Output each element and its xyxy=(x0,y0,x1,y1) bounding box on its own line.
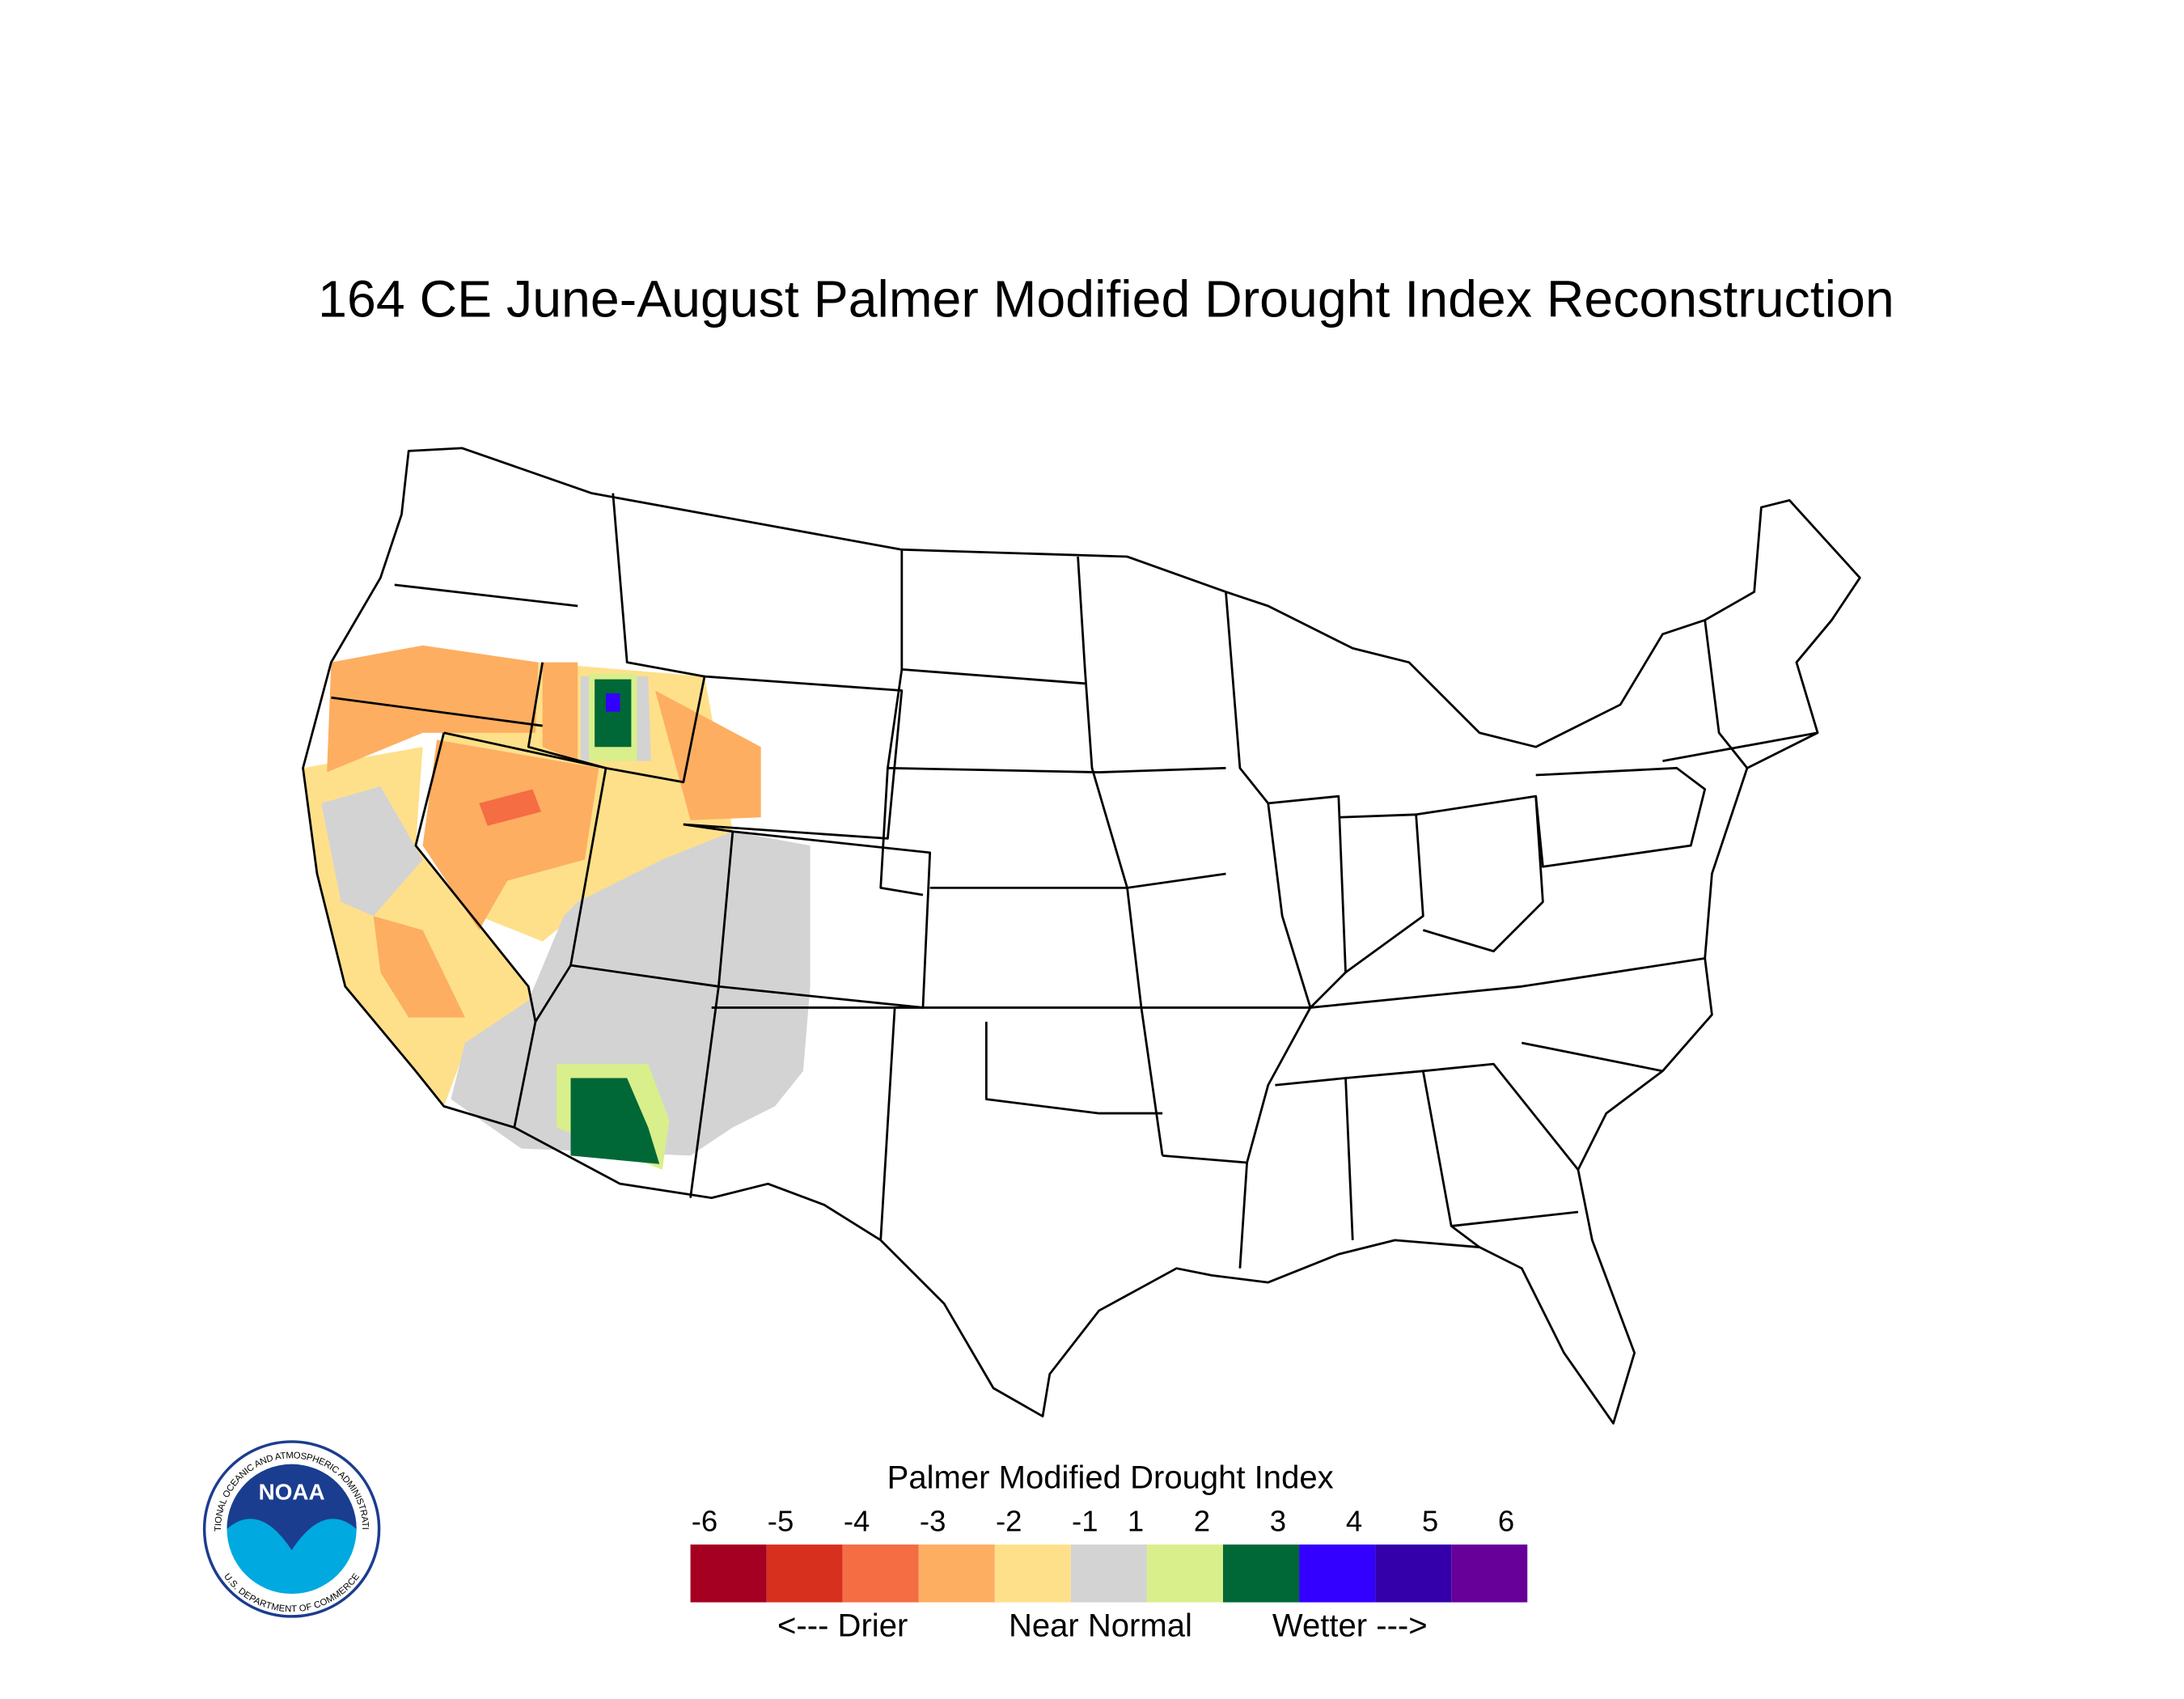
state-line xyxy=(1077,556,1164,1156)
legend-tick-label: -1 xyxy=(1072,1505,1098,1538)
drought-patch xyxy=(327,645,539,773)
legend-tick-label: -4 xyxy=(844,1505,870,1538)
state-line xyxy=(394,583,578,608)
state-line xyxy=(1268,794,1347,1009)
legend-swatch xyxy=(842,1544,919,1603)
legend-swatch xyxy=(1222,1544,1300,1603)
legend-tick-label: 1 xyxy=(1128,1505,1144,1538)
legend-tick-label: 6 xyxy=(1498,1505,1514,1538)
state-line xyxy=(1451,1210,1579,1227)
legend-tick-label: 3 xyxy=(1270,1505,1286,1538)
state-line xyxy=(1704,620,1749,769)
legend-swatch xyxy=(766,1544,843,1603)
legend-label: <--- Drier xyxy=(777,1608,908,1643)
state-line xyxy=(1534,766,1707,868)
country-outline xyxy=(302,447,1861,1425)
legend-label: Near Normal xyxy=(1009,1608,1192,1643)
state-line xyxy=(1275,1077,1354,1240)
state-line xyxy=(1338,813,1424,974)
state-line xyxy=(527,662,607,769)
legend-swatch xyxy=(918,1544,995,1603)
state-line xyxy=(887,766,1226,773)
legend: -6 -5 -4 -3 -2 -1 1 2 3 4 5 6 <--- Drier Near Normal W… xyxy=(690,1505,1528,1643)
logo-top xyxy=(226,1464,357,1551)
legend-tick-label: 5 xyxy=(1422,1505,1438,1538)
state-line xyxy=(331,696,543,727)
drought-patch xyxy=(542,662,578,761)
legend-swatch xyxy=(1070,1544,1147,1603)
drought-patch xyxy=(570,1078,660,1164)
drought-patch xyxy=(422,739,599,930)
state-line xyxy=(1662,731,1818,762)
legend-swatch xyxy=(1299,1544,1376,1603)
drought-patch xyxy=(479,789,541,826)
state-boundaries xyxy=(302,447,1861,1425)
drought-patches xyxy=(303,645,811,1170)
drought-patch xyxy=(373,916,465,1018)
map-title: 164 CE June-August Palmer Modified Droug… xyxy=(318,270,1894,328)
state-line xyxy=(895,957,1705,1009)
drought-patch xyxy=(321,786,423,917)
legend-swatch xyxy=(1146,1544,1223,1603)
state-line xyxy=(1521,1041,1663,1073)
state-line xyxy=(443,731,607,1023)
legend-swatch xyxy=(690,1544,767,1603)
legend-tick-label: -6 xyxy=(692,1505,718,1538)
state-line xyxy=(612,493,705,678)
state-line xyxy=(1225,591,1312,1163)
legend-title: Palmer Modified Drought Index xyxy=(887,1460,1334,1496)
legend-tick-label: -2 xyxy=(996,1505,1022,1538)
drought-patch xyxy=(655,690,761,820)
state-line xyxy=(1345,1070,1480,1248)
drought-patch xyxy=(451,831,811,1156)
drought-patch xyxy=(595,679,632,748)
state-line xyxy=(1423,1062,1580,1171)
state-line xyxy=(414,732,537,1128)
logo-text: NOAA xyxy=(259,1480,325,1505)
legend-tick-label: 4 xyxy=(1346,1505,1362,1538)
legend-tick-label: -3 xyxy=(920,1505,946,1538)
legend-label: Wetter ---> xyxy=(1272,1608,1428,1643)
legend-swatch xyxy=(994,1544,1071,1603)
drought-patch xyxy=(606,693,620,712)
legend-tick-label: 2 xyxy=(1194,1505,1210,1538)
legend-tick-label: -5 xyxy=(768,1505,794,1538)
legend-swatch xyxy=(1375,1544,1452,1603)
state-line xyxy=(1416,794,1544,953)
state-line xyxy=(901,667,1086,685)
state-line xyxy=(984,1021,1163,1115)
state-line xyxy=(605,675,904,840)
legend-swatch xyxy=(1451,1544,1528,1603)
state-line xyxy=(929,872,1226,889)
state-line xyxy=(570,823,734,988)
